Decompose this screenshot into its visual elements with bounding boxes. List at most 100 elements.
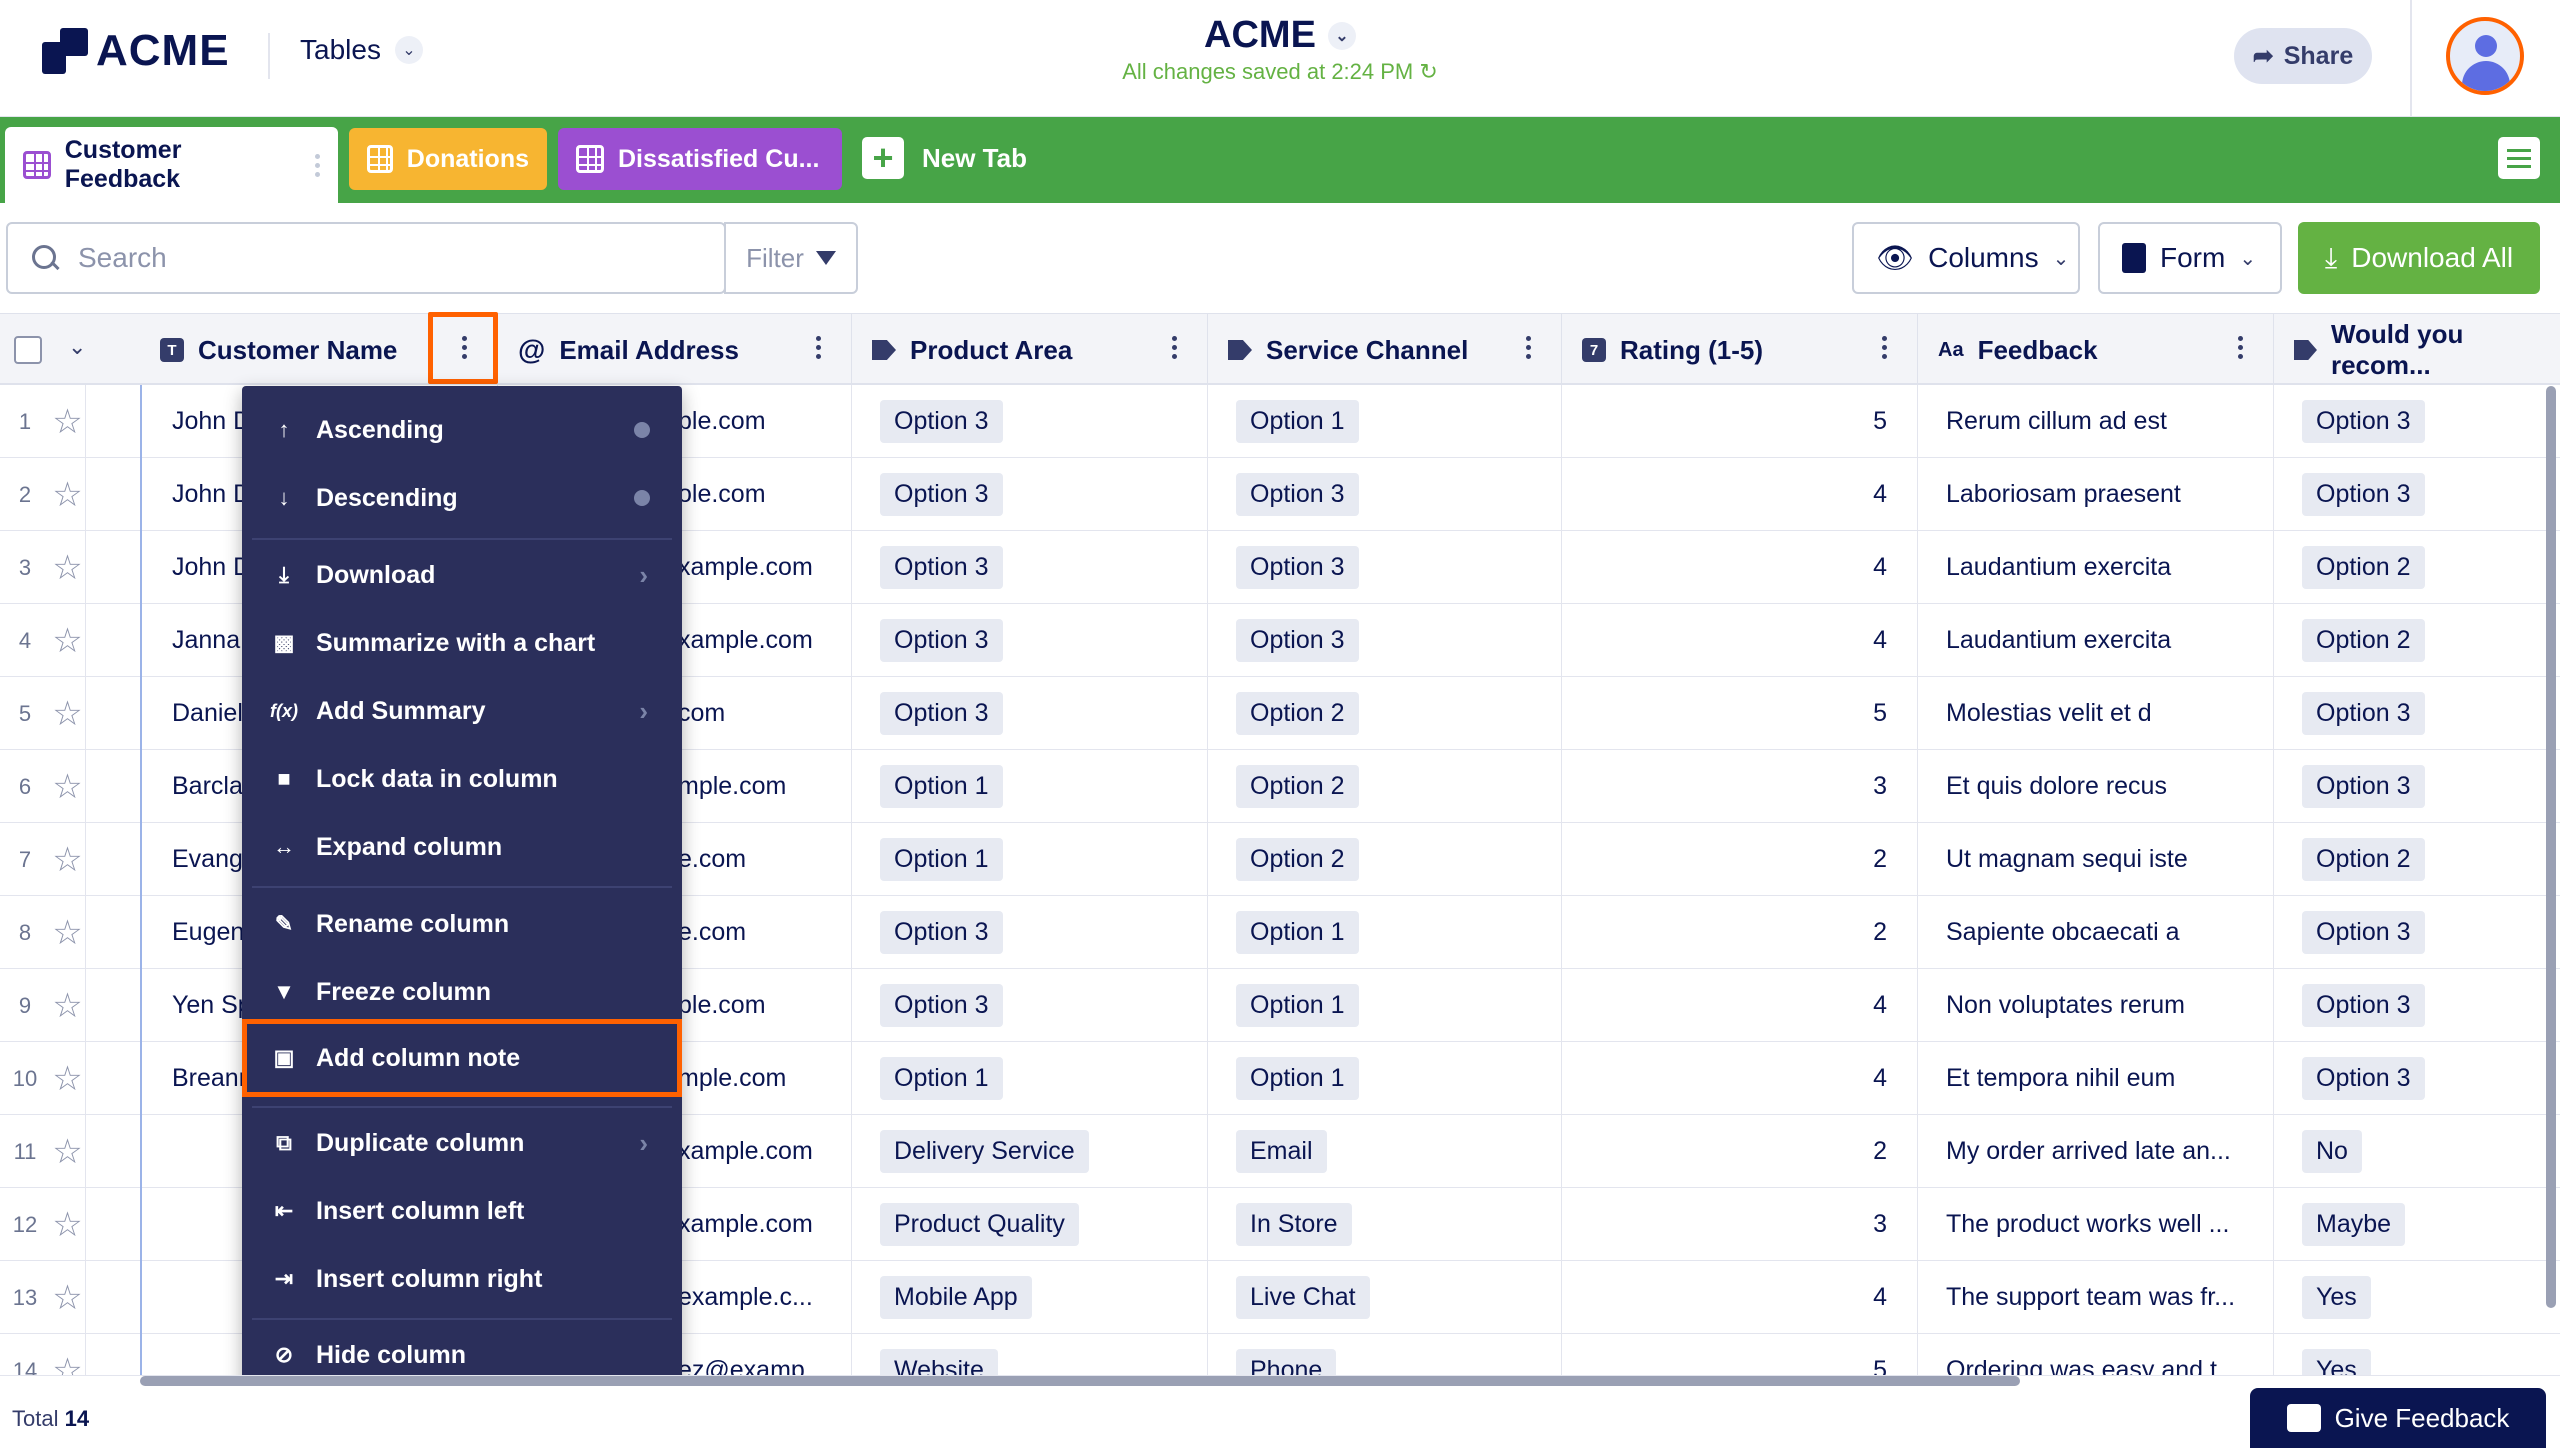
- star-icon[interactable]: ☆: [50, 677, 86, 750]
- star-icon[interactable]: ☆: [50, 1261, 86, 1334]
- cell-feedback[interactable]: Laboriosam praesent: [1918, 458, 2274, 531]
- cell-feedback[interactable]: Molestias velit et d: [1918, 677, 2274, 750]
- column-header-service-channel[interactable]: Service Channel: [1208, 314, 1562, 386]
- cell-email[interactable]: xample.com: [498, 1188, 852, 1261]
- column-header-would-you-recommend[interactable]: Would you recom...: [2274, 314, 2560, 386]
- cell-recommend[interactable]: Option 3: [2274, 1042, 2560, 1115]
- cell-recommend[interactable]: Option 3: [2274, 750, 2560, 823]
- kebab-menu-icon[interactable]: [315, 153, 320, 177]
- cell-feedback[interactable]: Et tempora nihil eum: [1918, 1042, 2274, 1115]
- cell-rating[interactable]: 5: [1562, 1334, 1918, 1375]
- kebab-menu-icon[interactable]: [1526, 336, 1531, 359]
- star-icon[interactable]: ☆: [50, 1188, 86, 1261]
- cell-email[interactable]: xample.com: [498, 531, 852, 604]
- menu-item-hide-column[interactable]: ⊘ Hide column: [242, 1323, 682, 1387]
- kebab-menu-icon[interactable]: [816, 336, 821, 359]
- cell-rating[interactable]: 2: [1562, 1115, 1918, 1188]
- cell-recommend[interactable]: Maybe: [2274, 1188, 2560, 1261]
- cell-service-channel[interactable]: Option 3: [1208, 604, 1562, 677]
- cell-product-area[interactable]: Option 1: [852, 1042, 1208, 1115]
- cell-rating[interactable]: 4: [1562, 1261, 1918, 1334]
- star-icon[interactable]: ☆: [50, 385, 86, 458]
- cell-service-channel[interactable]: Live Chat: [1208, 1261, 1562, 1334]
- cell-service-channel[interactable]: Email: [1208, 1115, 1562, 1188]
- cell-product-area[interactable]: Option 1: [852, 823, 1208, 896]
- cell-email[interactable]: mple.com: [498, 1042, 852, 1115]
- cell-feedback[interactable]: The support team was fr...: [1918, 1261, 2274, 1334]
- menu-item-duplicate-column[interactable]: ⧉ Duplicate column ›: [242, 1111, 682, 1175]
- cell-recommend[interactable]: No: [2274, 1115, 2560, 1188]
- menu-item-download[interactable]: ⤓ Download ›: [242, 543, 682, 607]
- cell-rating[interactable]: 4: [1562, 1042, 1918, 1115]
- kebab-menu-icon[interactable]: [1172, 336, 1177, 359]
- cell-service-channel[interactable]: Option 1: [1208, 969, 1562, 1042]
- acme-logo[interactable]: ACME: [42, 26, 230, 76]
- cell-email[interactable]: ple.com: [498, 969, 852, 1042]
- filter-button[interactable]: Filter: [724, 222, 858, 294]
- cell-recommend[interactable]: Option 3: [2274, 677, 2560, 750]
- cell-service-channel[interactable]: Phone: [1208, 1334, 1562, 1375]
- table-row[interactable]: 8 ☆ Eugen e.com Option 3 Option 1 2 Sapiente ob…: [0, 896, 2560, 969]
- menu-item-expand-column[interactable]: ↔ Expand column: [242, 815, 682, 879]
- columns-button[interactable]: 👁 Columns ⌄: [1852, 222, 2080, 294]
- cell-feedback[interactable]: Sapiente obcaecati a: [1918, 896, 2274, 969]
- cell-rating[interactable]: 4: [1562, 969, 1918, 1042]
- cell-service-channel[interactable]: Option 2: [1208, 823, 1562, 896]
- table-row[interactable]: 4 ☆ Janna xample.com Option 3 Option 3 4 Laudan…: [0, 604, 2560, 677]
- table-row[interactable]: 2 ☆ John D ole.com Option 3 Option 3 4 Laborios…: [0, 458, 2560, 531]
- cell-service-channel[interactable]: In Store: [1208, 1188, 1562, 1261]
- column-header-customer-name[interactable]: T Customer Name: [140, 314, 498, 386]
- cell-email[interactable]: ple.com: [498, 385, 852, 458]
- star-icon[interactable]: ☆: [50, 823, 86, 896]
- cell-customer-name[interactable]: Barcla: [140, 750, 498, 823]
- table-row[interactable]: 12 ☆ xample.com Product Quality In Store 3 The…: [0, 1188, 2560, 1261]
- tab-donations[interactable]: Donations: [349, 128, 547, 190]
- chevron-down-icon[interactable]: ⌄: [68, 334, 87, 359]
- star-icon[interactable]: ☆: [50, 1115, 86, 1188]
- kebab-menu-icon[interactable]: [462, 336, 467, 359]
- cell-customer-name[interactable]: John D: [140, 385, 498, 458]
- cell-recommend[interactable]: Option 2: [2274, 531, 2560, 604]
- column-header-email-address[interactable]: @ Email Address: [498, 314, 852, 386]
- table-row[interactable]: 6 ☆ Barcla mple.com Option 1 Option 2 3 Et quis…: [0, 750, 2560, 823]
- cell-email[interactable]: com: [498, 677, 852, 750]
- cell-service-channel[interactable]: Option 2: [1208, 677, 1562, 750]
- cell-rating[interactable]: 3: [1562, 750, 1918, 823]
- menu-item-add-column-note[interactable]: ▣ Add column note: [242, 1019, 682, 1097]
- menu-item-ascending[interactable]: ↑ Ascending: [242, 398, 682, 462]
- cell-product-area[interactable]: Product Quality: [852, 1188, 1208, 1261]
- cell-product-area[interactable]: Option 3: [852, 458, 1208, 531]
- cell-recommend[interactable]: Option 2: [2274, 823, 2560, 896]
- cell-rating[interactable]: 4: [1562, 458, 1918, 531]
- cell-product-area[interactable]: Option 3: [852, 677, 1208, 750]
- menu-item-rename-column[interactable]: ✎ Rename column: [242, 892, 682, 956]
- avatar[interactable]: [2446, 17, 2524, 95]
- table-row[interactable]: 1 ☆ John D ple.com Option 3 Option 1 5 Rerum ci…: [0, 385, 2560, 458]
- cell-email[interactable]: e.com: [498, 823, 852, 896]
- new-tab-button[interactable]: + New Tab: [862, 137, 1027, 179]
- cell-rating[interactable]: 3: [1562, 1188, 1918, 1261]
- cell-feedback[interactable]: Non voluptates rerum: [1918, 969, 2274, 1042]
- cell-product-area[interactable]: Option 1: [852, 750, 1208, 823]
- cell-recommend[interactable]: Option 3: [2274, 969, 2560, 1042]
- cell-feedback[interactable]: Laudantium exercita: [1918, 604, 2274, 677]
- cell-rating[interactable]: 5: [1562, 385, 1918, 458]
- menu-item-lock-data[interactable]: ■ Lock data in column: [242, 747, 682, 811]
- menu-item-insert-right[interactable]: ⇥ Insert column right: [242, 1247, 682, 1311]
- cell-recommend[interactable]: Option 3: [2274, 458, 2560, 531]
- cell-email[interactable]: mple.com: [498, 750, 852, 823]
- cell-recommend[interactable]: Option 3: [2274, 896, 2560, 969]
- cell-recommend[interactable]: Option 3: [2274, 385, 2560, 458]
- download-all-button[interactable]: ⤓ Download All: [2298, 222, 2540, 294]
- column-header-feedback[interactable]: Aa Feedback: [1918, 314, 2274, 386]
- cell-product-area[interactable]: Option 3: [852, 531, 1208, 604]
- table-row[interactable]: 10 ☆ Breanr mple.com Option 1 Option 1 4 Et tem…: [0, 1042, 2560, 1115]
- cell-rating[interactable]: 2: [1562, 823, 1918, 896]
- cell-recommend[interactable]: Yes: [2274, 1261, 2560, 1334]
- cell-email[interactable]: example.c...: [498, 1261, 852, 1334]
- cell-rating[interactable]: 5: [1562, 677, 1918, 750]
- cell-product-area[interactable]: Website: [852, 1334, 1208, 1375]
- cell-customer-name[interactable]: Yen Sp: [140, 969, 498, 1042]
- tab-dissatisfied-customers[interactable]: Dissatisfied Cu...: [558, 128, 842, 190]
- search-input[interactable]: [78, 242, 638, 274]
